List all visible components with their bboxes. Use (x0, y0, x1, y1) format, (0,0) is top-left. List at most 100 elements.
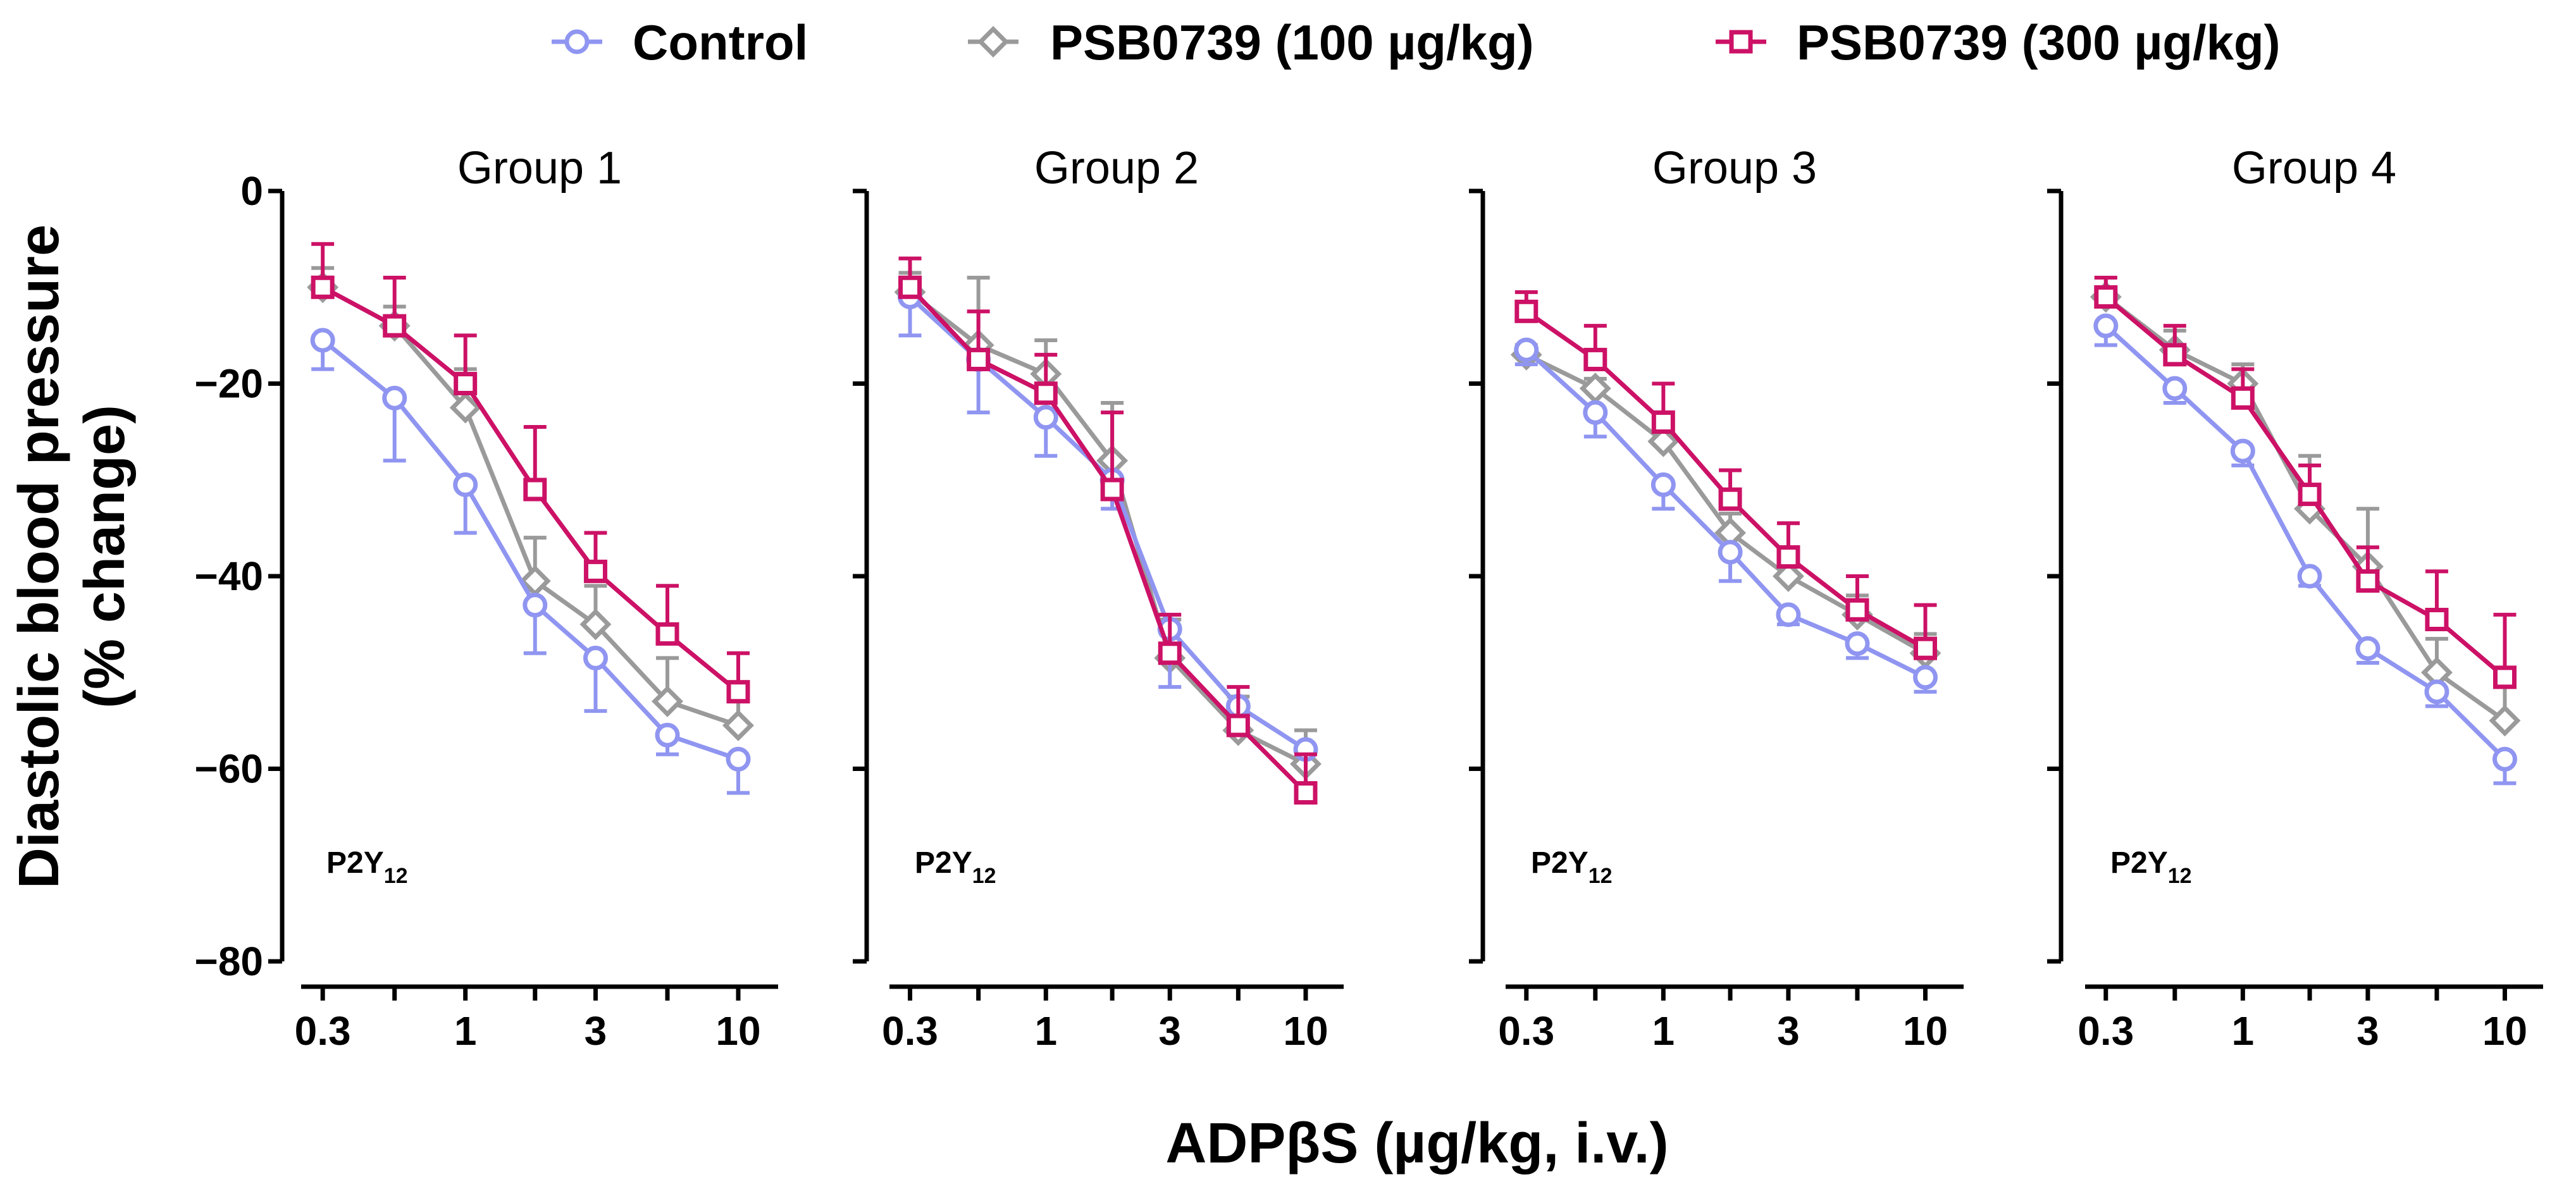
x-tick-label: 10 (715, 1008, 760, 1054)
series-control (310, 328, 751, 795)
data-point (2298, 483, 2322, 507)
receptor-label: P2Y12 (1531, 846, 1613, 888)
data-point (655, 622, 679, 646)
series-psb0739-100-g-kg (307, 266, 754, 741)
data-point (1650, 472, 1676, 497)
receptor-label: P2Y12 (2110, 846, 2192, 888)
data-point (726, 680, 750, 704)
receptor-label-subscript: 12 (2168, 864, 2192, 888)
data-point (1718, 487, 1742, 511)
data-point (1845, 631, 1870, 657)
panel-group-3: Group 3 0.3 1 3 10 P2Y12 (1469, 143, 1964, 1054)
receptor-label: P2Y12 (326, 846, 408, 888)
x-tick-label: 3 (1158, 1008, 1181, 1054)
x-axis-label: ADPβS (µg/kg, i.v.) (1165, 1112, 1668, 1175)
data-point (1514, 299, 1539, 323)
data-point (449, 392, 481, 424)
panel-group-2: Group 2 0.3 1 3 10 P2Y12 (853, 143, 1344, 1054)
data-point (1034, 381, 1058, 405)
series-psb0739-300-g-kg (898, 256, 1318, 805)
data-point (1647, 425, 1680, 457)
data-point (382, 385, 407, 410)
legend-marker-square (1729, 30, 1753, 54)
data-point (1033, 405, 1058, 430)
series-psb0739-100-g-kg (894, 271, 1322, 780)
receptor-label-subscript: 12 (384, 864, 408, 888)
data-point (1776, 602, 1801, 627)
receptor-label-main: P2Y (915, 846, 972, 880)
x-tick-label: 3 (2356, 1008, 2379, 1054)
receptor-label-main: P2Y (326, 846, 384, 880)
data-point (1912, 665, 1938, 690)
x-tick-label: 10 (1903, 1008, 1948, 1054)
series-control (2093, 313, 2517, 786)
x-tick-label: 1 (1034, 1008, 1057, 1054)
y-tick-label: 0 (240, 168, 263, 214)
data-point (722, 710, 754, 741)
y-axis-label-line-1: Diastolic blood pressure (8, 225, 71, 889)
series-control (898, 284, 1318, 800)
legend: Control PSB0739 (100 µg/kg) PSB0739 (300 µ… (552, 15, 2281, 70)
data-point (652, 685, 683, 717)
data-point (1651, 410, 1675, 434)
series-psb0739-300-g-kg (1514, 290, 1937, 660)
series-control (1514, 337, 1938, 694)
panel-group-1: Group 1 0 −20 −40 −60 −80 0.3 1 3 10 P2Y12 (194, 143, 778, 1054)
data-point (2231, 386, 2255, 410)
x-tick-label: 10 (2482, 1008, 2527, 1054)
legend-entry-psb0739-300-g-kg: PSB0739 (300 µg/kg) (1716, 15, 2281, 70)
legend-label: PSB0739 (100 µg/kg) (1050, 15, 1534, 70)
data-point (2163, 343, 2187, 367)
x-tick-label: 3 (1777, 1008, 1800, 1054)
data-point (583, 645, 608, 670)
data-point (1845, 598, 1869, 622)
data-point (2297, 564, 2322, 589)
data-point (2162, 376, 2188, 401)
y-axis-label-line-2: (% change) (73, 405, 137, 708)
receptor-label-main: P2Y (2110, 846, 2168, 880)
data-point (1913, 636, 1937, 660)
legend-label: Control (633, 15, 808, 70)
y-tick-label: −80 (194, 939, 263, 984)
panel-title: Group 2 (1034, 143, 1199, 194)
data-point (2425, 608, 2449, 632)
x-tick-label: 0.3 (2078, 1008, 2134, 1054)
data-point (1294, 781, 1318, 805)
receptor-label-subscript: 12 (972, 864, 996, 888)
data-point (310, 328, 335, 353)
data-point (2355, 636, 2381, 661)
data-point (523, 593, 548, 618)
data-point (583, 559, 607, 583)
data-point (655, 722, 680, 748)
x-tick-label: 1 (2232, 1008, 2255, 1054)
panel-group-4: Group 4 0.3 1 3 10 P2Y12 (2047, 143, 2543, 1054)
data-point (726, 746, 751, 772)
data-point (523, 478, 547, 502)
series-psb0739-300-g-kg (2094, 276, 2517, 689)
data-point (1100, 478, 1124, 502)
data-point (311, 275, 335, 299)
receptor-label-main: P2Y (1531, 846, 1588, 880)
data-point (383, 314, 407, 338)
data-point (1226, 713, 1250, 737)
data-point (2094, 285, 2118, 309)
data-point (2093, 313, 2119, 338)
x-tick-label: 1 (1652, 1008, 1675, 1054)
receptor-label-subscript: 12 (1588, 864, 1613, 888)
data-point (967, 347, 991, 371)
data-point (2492, 746, 2517, 772)
legend-entry-psb0739-100-g-kg: PSB0739 (100 µg/kg) (968, 15, 1534, 70)
data-point (1583, 400, 1608, 425)
y-tick-label: −60 (194, 746, 263, 792)
receptor-label: P2Y12 (915, 846, 996, 888)
x-tick-label: 0.3 (882, 1008, 938, 1054)
y-tick-label: −40 (194, 553, 263, 599)
data-point (2424, 679, 2449, 705)
y-tick-label: −20 (194, 361, 263, 407)
data-point (454, 372, 478, 395)
data-point (2230, 438, 2255, 464)
legend-marker-circle (564, 29, 590, 54)
data-point (1718, 540, 1743, 565)
